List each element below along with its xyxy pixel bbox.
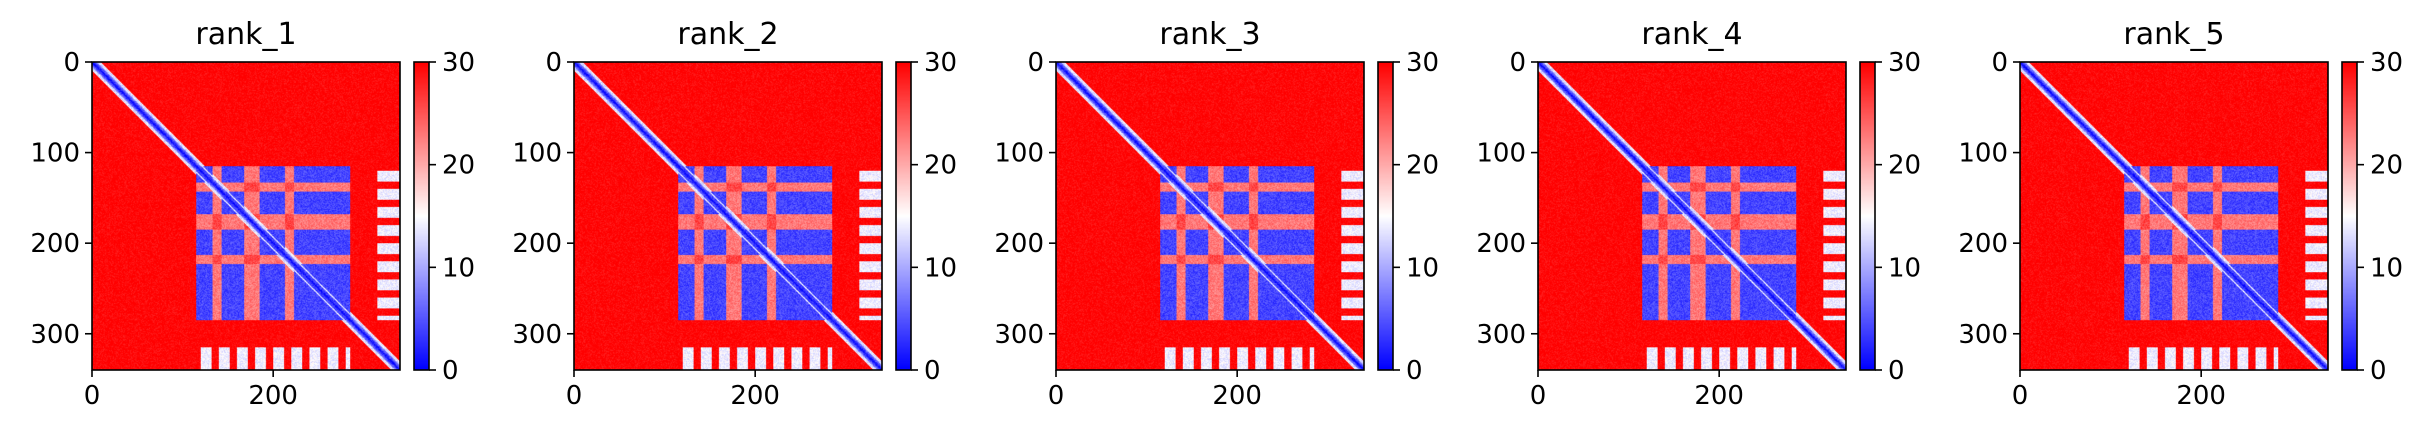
axes-frame [1537,61,1847,371]
colorbar-gradient [1860,62,1875,370]
colorbar-tick-label: 0 [1888,356,1905,386]
heatmap-panel: rank_4 0 100 200 300 0 200 0 10 20 30 [1476,17,1921,411]
y-tick-label: 200 [994,229,1044,259]
colorbar-tick-label: 10 [2370,253,2403,283]
y-tick-label: 0 [1509,48,1526,78]
panel-title: rank_2 [677,17,778,52]
colorbar-gradient [896,62,911,370]
axes-frame [2019,61,2329,371]
colorbar-tick-label: 30 [924,48,957,78]
colorbar-tick-label: 0 [924,356,941,386]
y-tick-label: 300 [994,320,1044,350]
y-tick-label: 300 [1476,320,1526,350]
heatmap-panel: rank_5 0 100 200 300 0 200 0 10 20 30 [1958,17,2403,411]
x-tick-label: 0 [566,381,583,411]
y-tick-label: 0 [1027,48,1044,78]
colorbar-tick-label: 30 [1406,48,1439,78]
x-tick-label: 0 [1048,381,1065,411]
heatmap-image [1056,62,1364,370]
x-tick-label: 200 [1694,381,1744,411]
y-tick-label: 300 [1958,320,2008,350]
y-tick-label: 200 [512,229,562,259]
y-tick-label: 100 [30,139,80,169]
colorbar-tick-label: 20 [924,151,957,181]
y-tick-label: 200 [1958,229,2008,259]
colorbar-tick-label: 30 [1888,48,1921,78]
x-tick-label: 0 [2012,381,2029,411]
colorbar-tick-label: 20 [1406,151,1439,181]
heatmap-panel: rank_2 0 100 200 300 0 200 0 10 20 30 [512,17,957,411]
panel-title: rank_4 [1641,17,1742,52]
heatmap-image [2020,62,2328,370]
y-tick-label: 200 [30,229,80,259]
colorbar-tick-label: 10 [924,253,957,283]
x-tick-label: 200 [2176,381,2226,411]
colorbar-frame [895,61,912,371]
colorbar-frame [1859,61,1876,371]
colorbar-frame [2341,61,2358,371]
heatmap-panel: rank_3 0 100 200 300 0 200 0 10 20 30 [994,17,1439,411]
heatmap-image [92,62,400,370]
x-tick-label: 200 [248,381,298,411]
colorbar-frame [413,61,430,371]
x-tick-label: 0 [84,381,101,411]
heatmap-image [574,62,882,370]
axes-frame [91,61,401,371]
y-tick-label: 0 [63,48,80,78]
colorbar-gradient [414,62,429,370]
colorbar-tick-label: 30 [442,48,475,78]
colorbar-tick-label: 30 [2370,48,2403,78]
heatmap-panel: rank_1 0 100 200 300 0 200 0 10 20 30 [30,17,475,411]
y-tick-label: 300 [512,320,562,350]
colorbar-tick-label: 0 [1406,356,1423,386]
y-tick-label: 300 [30,320,80,350]
colorbar-gradient [1378,62,1393,370]
panel-title: rank_1 [195,17,296,52]
panel-title: rank_3 [1159,17,1260,52]
colorbar-tick-label: 0 [442,356,459,386]
panel-title: rank_5 [2123,17,2224,52]
x-tick-label: 200 [1212,381,1262,411]
y-tick-label: 100 [994,139,1044,169]
y-tick-label: 200 [1476,229,1526,259]
colorbar-gradient [2342,62,2357,370]
colorbar-tick-label: 20 [442,151,475,181]
y-tick-label: 0 [1991,48,2008,78]
heatmap-image [1538,62,1846,370]
colorbar-tick-label: 10 [1406,253,1439,283]
axes-frame [573,61,883,371]
y-tick-label: 0 [545,48,562,78]
y-tick-label: 100 [1476,139,1526,169]
colorbar-tick-label: 20 [1888,151,1921,181]
colorbar-tick-label: 20 [2370,151,2403,181]
colorbar-tick-label: 0 [2370,356,2387,386]
y-tick-label: 100 [512,139,562,169]
colorbar-tick-label: 10 [1888,253,1921,283]
axes-frame [1055,61,1365,371]
colorbar-frame [1377,61,1394,371]
y-tick-label: 100 [1958,139,2008,169]
x-tick-label: 200 [730,381,780,411]
colorbar-tick-label: 10 [442,253,475,283]
x-tick-label: 0 [1530,381,1547,411]
